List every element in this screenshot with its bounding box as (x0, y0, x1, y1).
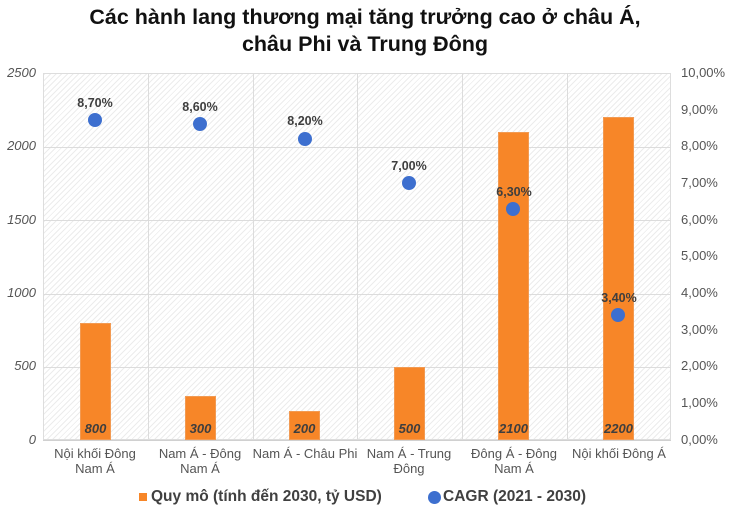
right-axis-tick: 7,00% (681, 175, 718, 190)
category-label-line: Nam Á (75, 461, 115, 476)
cagr-point (506, 202, 520, 216)
bar-nam-a-dong-nam-a: 300 (185, 396, 216, 440)
legend-item-quy-mo[interactable]: Quy mô (tính đến 2030, tỷ USD) (139, 488, 382, 506)
chart-title-line1: Các hành lang thương mại tăng trưởng cao… (89, 5, 641, 29)
left-axis-tick: 2000 (7, 138, 36, 153)
category-label-line: Nam Á (494, 461, 534, 476)
cagr-point (88, 113, 102, 127)
category-divider (148, 74, 149, 439)
category-label: Nội khối Đông Nam Á (43, 446, 147, 476)
orange-square-icon (139, 493, 147, 501)
category-divider (567, 74, 568, 439)
bar-value-label: 800 (84, 421, 107, 436)
chart-title-line2: châu Phi và Trung Đông (241, 32, 489, 56)
point-value-label: 8,20% (287, 114, 323, 128)
category-label-line: Nội khối Đông (54, 446, 136, 461)
legend: Quy mô (tính đến 2030, tỷ USD) CAGR (202… (0, 488, 730, 508)
cagr-point (611, 308, 625, 322)
left-axis-tick: 1500 (7, 212, 36, 227)
point-value-label: 6,30% (496, 185, 532, 199)
legend-item-cagr[interactable]: CAGR (2021 - 2030) (428, 488, 586, 506)
point-value-label: 8,60% (182, 100, 218, 114)
cagr-point (402, 176, 416, 190)
bar-nam-a-chau-phi: 200 (289, 411, 320, 440)
left-axis-tick: 1000 (7, 285, 36, 300)
point-value-label: 8,70% (77, 96, 113, 110)
bar-value-label: 500 (398, 421, 421, 436)
bar-dong-a-dong-nam-a: 2100 (498, 132, 529, 440)
cagr-point (193, 117, 207, 131)
right-axis-tick: 0,00% (681, 432, 718, 447)
category-label-line: Nam Á - Trung (366, 446, 452, 461)
category-divider (253, 74, 254, 439)
category-label: Nam Á - Đông Nam Á (148, 446, 252, 476)
bar-nam-a-trung-dong: 500 (394, 367, 425, 440)
bar-value-label: 2100 (499, 421, 528, 436)
category-divider (462, 74, 463, 439)
right-axis-tick: 5,00% (681, 248, 718, 263)
point-value-label: 7,00% (391, 159, 427, 173)
point-value-label: 3,40% (601, 291, 637, 305)
chart-title: Các hành lang thương mại tăng trưởng cao… (0, 4, 730, 58)
right-axis-tick: 1,00% (681, 395, 718, 410)
left-axis-tick: 2500 (7, 65, 36, 80)
blue-circle-icon (428, 490, 441, 504)
category-label: Đông Á - Đông Nam Á (462, 446, 566, 476)
left-axis-tick: 0 (28, 432, 36, 447)
category-label-line: Nam Á (180, 461, 220, 476)
right-axis-tick: 3,00% (681, 322, 718, 337)
right-axis-tick: 10,00% (681, 65, 726, 80)
category-label-line: Nam Á - Châu Phi (252, 446, 358, 461)
right-axis-tick: 9,00% (681, 102, 718, 117)
right-axis-tick: 8,00% (681, 138, 718, 153)
bar-noi-khoi-dong-a: 2200 (603, 117, 634, 440)
right-axis-tick: 2,00% (681, 358, 718, 373)
right-axis-tick: 4,00% (681, 285, 718, 300)
category-label-line: Đông Á - Đông (471, 446, 557, 461)
category-label: Nam Á - Trung Đông (357, 446, 461, 476)
bar-value-label: 200 (293, 421, 316, 436)
category-divider (357, 74, 358, 439)
bar-value-label: 2200 (604, 421, 633, 436)
bar-noi-khoi-dong-nam-a: 800 (80, 323, 111, 440)
category-label-line: Đông (393, 461, 425, 476)
plot-area (43, 73, 671, 440)
x-axis-line (43, 440, 671, 441)
category-label-line: Nam Á - Đông (158, 446, 242, 461)
category-label: Nam Á - Châu Phi (250, 446, 360, 461)
right-axis-tick: 6,00% (681, 212, 718, 227)
cagr-point (298, 132, 312, 146)
legend-label: Quy mô (tính đến 2030, tỷ USD) (151, 488, 382, 505)
category-label-line: Nội khối Đông Á (572, 446, 666, 461)
left-axis-tick: 500 (14, 358, 36, 373)
legend-label: CAGR (2021 - 2030) (443, 488, 587, 505)
category-label: Nội khối Đông Á (564, 446, 674, 461)
bar-value-label: 300 (189, 421, 212, 436)
